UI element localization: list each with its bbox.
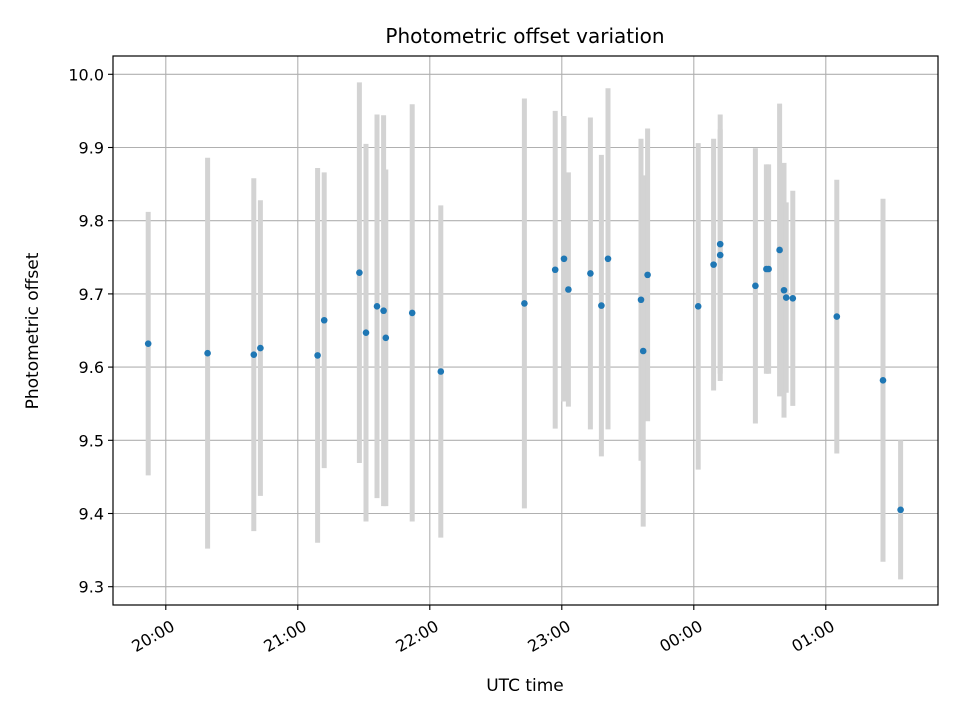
y-tick-label: 9.3 — [79, 578, 104, 597]
data-point — [765, 265, 772, 273]
y-tick-label: 10.0 — [68, 65, 104, 84]
data-point — [551, 266, 559, 274]
data-point — [716, 251, 724, 259]
data-point — [598, 302, 605, 309]
data-point — [380, 307, 387, 315]
data-point — [782, 294, 790, 301]
data-point — [833, 313, 841, 320]
y-tick-label: 9.8 — [79, 212, 104, 231]
y-axis-label: Photometric offset — [23, 252, 43, 409]
x-tick-label: 21:00 — [260, 616, 309, 656]
data-point — [144, 340, 152, 347]
x-axis-label: UTC time — [486, 676, 564, 696]
data-point — [694, 303, 702, 310]
data-point — [752, 282, 759, 290]
data-point — [565, 286, 572, 293]
x-axis-ticks: 20:00 21:00 22:00 23:00 00:00 01:00 — [128, 605, 838, 656]
data-point — [373, 303, 381, 310]
y-tick-label: 9.4 — [79, 505, 104, 524]
data-point — [637, 296, 645, 304]
data-point — [639, 347, 647, 355]
data-point — [437, 368, 445, 375]
y-tick-label: 9.6 — [79, 358, 104, 377]
data-point — [780, 286, 788, 294]
data-point — [356, 269, 363, 276]
data-point — [408, 309, 416, 317]
x-tick-label: 00:00 — [656, 616, 705, 656]
data-point — [644, 271, 651, 279]
y-axis-ticks: 9.3 9.4 9.5 9.6 9.7 9.8 9.9 10.0 — [68, 65, 113, 597]
data-point — [879, 376, 887, 384]
data-point — [204, 349, 211, 357]
data-point — [320, 316, 328, 324]
data-point — [776, 246, 783, 254]
data-point — [710, 261, 717, 268]
y-tick-label: 9.7 — [79, 285, 104, 304]
x-tick-label: 23:00 — [524, 616, 573, 656]
x-tick-label: 20:00 — [128, 616, 177, 656]
data-point — [362, 329, 370, 336]
data-points — [144, 240, 904, 514]
data-point — [604, 255, 612, 263]
x-tick-label: 22:00 — [392, 616, 441, 656]
data-point — [521, 300, 528, 307]
data-point — [250, 351, 258, 358]
data-point — [587, 270, 594, 277]
plot-area-frame — [112, 55, 939, 606]
x-tick-label: 01:00 — [788, 616, 837, 656]
y-tick-label: 9.9 — [79, 139, 104, 158]
data-point — [560, 255, 568, 263]
data-point — [897, 506, 904, 514]
data-point — [314, 352, 321, 359]
error-bars — [145, 82, 904, 580]
data-point — [257, 344, 264, 352]
data-point — [382, 334, 390, 342]
data-point — [716, 240, 724, 248]
y-tick-label: 9.5 — [79, 431, 104, 450]
chart-title: Photometric offset variation — [385, 24, 664, 48]
data-point — [789, 294, 797, 302]
